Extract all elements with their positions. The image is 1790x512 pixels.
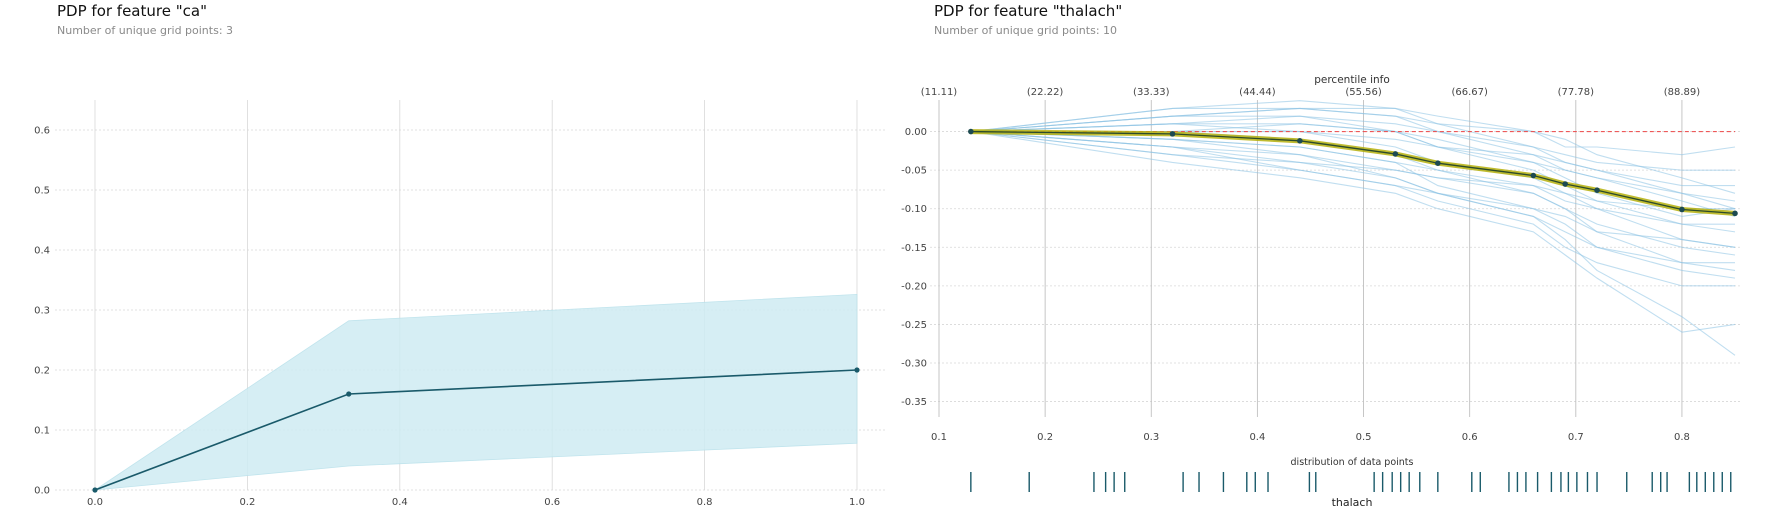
- right-x-tick-label: 0.5: [1356, 432, 1372, 443]
- right-percentile-tick-label: (66.67): [1451, 87, 1488, 98]
- right-percentile-tick-label: (88.89): [1664, 87, 1701, 98]
- right-pdp-line: [970, 130, 1736, 214]
- right-pdp-point: [968, 128, 974, 135]
- right-y-tick-label: 0.00: [905, 127, 927, 138]
- right-ice-line: [970, 123, 1736, 217]
- right-pdp-point: [1169, 131, 1176, 137]
- right-pdp-point: [1392, 151, 1399, 157]
- right-x-tick-label: 0.7: [1568, 432, 1584, 443]
- right-x-tick-label: 0.8: [1674, 432, 1690, 443]
- right-pdp-point: [1594, 187, 1600, 193]
- right-pdp-highlight: [970, 129, 1736, 216]
- right-percentile-tick-label: (55.56): [1345, 87, 1382, 98]
- right-percentile-axis-title: percentile info: [1314, 74, 1390, 86]
- left-y-tick-label: 0.0: [34, 486, 50, 497]
- right-y-tick-label: -0.35: [901, 397, 927, 408]
- right-pdp-point: [1679, 206, 1685, 213]
- left-y-tick-label: 0.3: [34, 306, 50, 317]
- right-x-tick-label: 0.1: [931, 432, 947, 443]
- right-x-axis-label: thalach: [1332, 496, 1373, 509]
- left-confidence-band: [94, 293, 858, 491]
- left-y-tick-label: 0.2: [34, 366, 50, 377]
- right-y-tick-label: -0.25: [901, 320, 927, 331]
- right-pdp-point: [1732, 210, 1738, 217]
- right-percentile-tick-label: (22.22): [1027, 87, 1064, 98]
- right-ice-line: [970, 115, 1735, 225]
- right-chart-title: PDP for feature "thalach": [934, 2, 1123, 20]
- right-pdp-point: [1562, 181, 1568, 187]
- left-x-tick-label: 0.0: [87, 497, 103, 508]
- left-y-tick-label: 0.1: [34, 426, 50, 437]
- left-pdp-point: [854, 367, 860, 373]
- right-pdp-point: [1530, 172, 1537, 179]
- right-ice-line: [970, 131, 1736, 356]
- right-x-tick-label: 0.6: [1462, 432, 1478, 443]
- left-x-tick-label: 0.4: [392, 497, 408, 508]
- right-pdp-point: [1435, 160, 1441, 166]
- left-chart-title: PDP for feature "ca": [57, 2, 207, 20]
- right-y-tick-label: -0.30: [901, 359, 927, 370]
- right-ice-line: [970, 131, 1736, 271]
- right-ice-line: [970, 107, 1736, 156]
- right-ice-line: [970, 131, 1735, 287]
- left-pdp-point: [346, 391, 352, 397]
- right-ice-line: [970, 115, 1736, 217]
- right-ice-line: [970, 123, 1736, 202]
- right-ice-line: [970, 107, 1735, 171]
- right-chart-subtitle: Number of unique grid points: 10: [934, 24, 1118, 37]
- right-x-tick-label: 0.4: [1249, 432, 1265, 443]
- right-y-tick-label: -0.15: [901, 243, 927, 254]
- right-x-tick-label: 0.3: [1143, 432, 1159, 443]
- left-x-tick-label: 0.2: [239, 497, 255, 508]
- right-pdp-point: [1297, 138, 1303, 144]
- left-x-tick-label: 0.8: [697, 497, 713, 508]
- left-chart-subtitle: Number of unique grid points: 3: [57, 24, 234, 37]
- right-ice-line: [970, 131, 1736, 279]
- right-percentile-tick-label: (44.44): [1239, 87, 1276, 98]
- right-rug-label: distribution of data points: [1291, 457, 1414, 468]
- right-ice-line: [970, 131, 1735, 264]
- left-pdp-point: [92, 487, 98, 493]
- right-ice-line: [970, 131, 1736, 333]
- right-x-tick-label: 0.2: [1037, 432, 1053, 443]
- right-ice-line: [970, 123, 1736, 248]
- right-y-tick-label: -0.05: [901, 166, 927, 177]
- left-y-tick-label: 0.5: [34, 186, 50, 197]
- right-percentile-tick-label: (11.11): [921, 87, 958, 98]
- left-x-tick-label: 0.6: [544, 497, 560, 508]
- right-y-tick-label: -0.20: [901, 281, 927, 292]
- right-y-tick-label: -0.10: [901, 204, 927, 215]
- right-percentile-tick-label: (33.33): [1133, 87, 1170, 98]
- left-y-tick-label: 0.4: [34, 246, 50, 257]
- left-x-tick-label: 1.0: [849, 497, 865, 508]
- left-y-tick-label: 0.6: [34, 126, 50, 137]
- right-percentile-tick-label: (77.78): [1558, 87, 1595, 98]
